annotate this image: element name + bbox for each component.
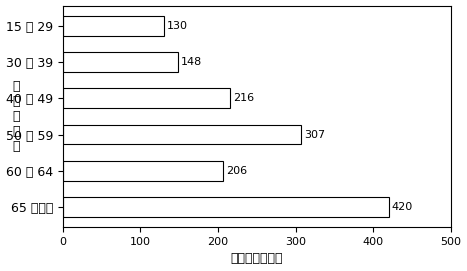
Text: 206: 206	[226, 166, 247, 176]
Text: ）: ）	[12, 140, 20, 153]
Bar	[63, 125, 301, 144]
Text: 130: 130	[167, 21, 188, 31]
Bar	[63, 197, 389, 217]
Bar	[63, 88, 230, 108]
Text: 齢: 齢	[12, 95, 20, 108]
Text: 307: 307	[304, 130, 325, 140]
Text: 420: 420	[392, 202, 413, 212]
Text: 年: 年	[12, 80, 20, 93]
Text: （: （	[12, 110, 20, 123]
Text: 歳: 歳	[12, 125, 20, 138]
Bar	[63, 161, 223, 181]
Text: 216: 216	[234, 93, 255, 103]
X-axis label: 就業者数（人）: 就業者数（人）	[231, 253, 283, 265]
Bar	[63, 52, 177, 72]
Bar	[63, 16, 163, 36]
Text: 148: 148	[181, 57, 202, 67]
